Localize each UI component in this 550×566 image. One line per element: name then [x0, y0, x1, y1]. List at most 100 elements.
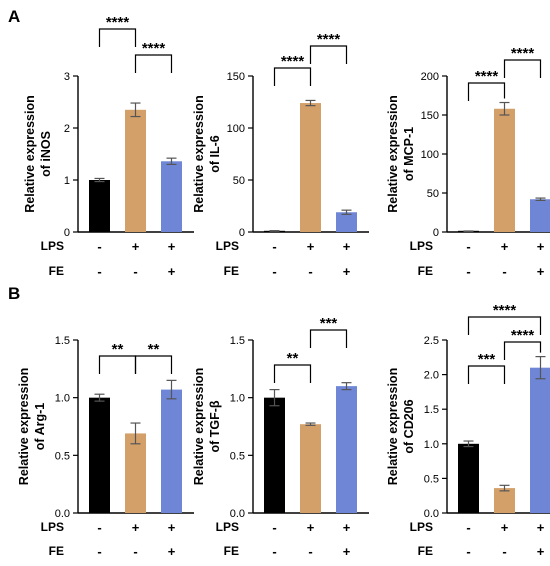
y-tick-label: 1.0 [230, 393, 245, 405]
condition-value: - [272, 520, 276, 535]
condition-value: + [132, 239, 140, 254]
panel-label-a: A [8, 7, 20, 26]
significance-bracket [467, 365, 506, 384]
condition-value: - [272, 544, 276, 559]
condition-value: + [168, 239, 176, 254]
chart-6: 0.0 0.5 1.0 1.5 2.0 2.5 Relative expression of … [386, 302, 550, 559]
condition-value: + [343, 239, 351, 254]
y-tick-label: 0 [64, 227, 70, 239]
y-axis-label: Relative expression [386, 368, 400, 485]
condition-value: - [97, 264, 101, 279]
y-tick-label: 1.5 [424, 404, 439, 416]
condition-label-lps: LPS [410, 520, 433, 534]
condition-value: + [343, 544, 351, 559]
y-tick-label: 100 [227, 123, 245, 135]
significance-bracket [273, 364, 312, 383]
significance-bracket [98, 28, 137, 47]
condition-value: + [132, 520, 140, 535]
bar [530, 199, 550, 232]
y-tick-label: 50 [427, 188, 439, 200]
condition-label-fe: FE [49, 544, 64, 558]
y-axis-label: of MCP-1 [402, 127, 416, 181]
y-axis-label: Relative expression [192, 95, 206, 212]
bar [89, 180, 110, 232]
y-axis-label: of TGF-β [208, 400, 222, 452]
condition-value: + [168, 520, 176, 535]
condition-label-lps: LPS [41, 239, 64, 253]
condition-value: + [501, 520, 509, 535]
condition-value: - [466, 239, 470, 254]
bar [300, 424, 321, 513]
significance-label: *** [320, 315, 338, 332]
significance-bracket [134, 355, 173, 374]
condition-value: - [466, 520, 470, 535]
bar [336, 386, 357, 513]
bar [336, 212, 357, 232]
significance-label: ** [112, 341, 124, 358]
y-tick-label: 0.0 [55, 508, 70, 520]
condition-value: - [97, 239, 101, 254]
significance-bracket [503, 59, 542, 78]
chart-2: 0 50 100 150 Relative expression of IL-6 **** *… [192, 31, 369, 279]
significance-bracket [309, 329, 348, 348]
bar [89, 397, 110, 513]
y-tick-label: 100 [421, 149, 439, 161]
bar [494, 108, 515, 232]
condition-value: - [97, 544, 101, 559]
condition-label-fe: FE [49, 264, 64, 278]
condition-value: + [501, 239, 509, 254]
y-axis-label: of IL-6 [208, 135, 222, 173]
y-tick-label: 1.5 [55, 335, 70, 347]
significance-bracket [134, 54, 173, 73]
condition-label-lps: LPS [216, 239, 239, 253]
panel-label-b: B [8, 284, 20, 303]
significance-label: **** [511, 327, 535, 344]
significance-label: **** [281, 53, 305, 70]
y-tick-label: 1 [64, 175, 70, 187]
condition-label-lps: LPS [216, 520, 239, 534]
y-tick-label: 200 [421, 71, 439, 83]
condition-label-lps: LPS [41, 520, 64, 534]
y-tick-label: 0.5 [424, 473, 439, 485]
y-tick-label: 2.5 [424, 335, 439, 347]
y-axis-label: Relative expression [386, 95, 400, 212]
y-tick-label: 0 [239, 227, 245, 239]
condition-value: - [466, 544, 470, 559]
y-tick-label: 150 [227, 71, 245, 83]
significance-bracket [273, 67, 312, 86]
condition-value: + [343, 520, 351, 535]
condition-label-lps: LPS [410, 239, 433, 253]
y-axis-label: Relative expression [192, 368, 206, 485]
condition-value: - [502, 544, 506, 559]
significance-bracket [98, 355, 137, 374]
condition-value: - [272, 239, 276, 254]
condition-value: + [343, 264, 351, 279]
y-tick-label: 1.5 [230, 335, 245, 347]
chart-3: 0 50 100 150 200 Relative expression of MCP-1 *… [386, 45, 550, 279]
bar [494, 488, 515, 513]
y-tick-label: 2.0 [424, 370, 439, 382]
condition-value: + [168, 544, 176, 559]
significance-label: **** [475, 68, 499, 85]
condition-value: + [537, 544, 545, 559]
significance-label: ** [148, 341, 160, 358]
condition-value: - [308, 264, 312, 279]
y-tick-label: 2 [64, 123, 70, 135]
y-axis-label: Relative expression [23, 95, 37, 212]
significance-label: ** [287, 350, 299, 367]
bar [300, 103, 321, 232]
y-axis-label: of CD206 [402, 399, 416, 453]
condition-value: - [308, 544, 312, 559]
significance-label: **** [106, 14, 130, 31]
condition-value: - [502, 264, 506, 279]
bar [161, 161, 182, 232]
condition-value: + [537, 239, 545, 254]
condition-value: - [133, 544, 137, 559]
condition-value: + [307, 239, 315, 254]
condition-value: + [307, 520, 315, 535]
y-tick-label: 3 [64, 71, 70, 83]
condition-value: - [133, 264, 137, 279]
bar [458, 443, 479, 513]
condition-value: - [272, 264, 276, 279]
